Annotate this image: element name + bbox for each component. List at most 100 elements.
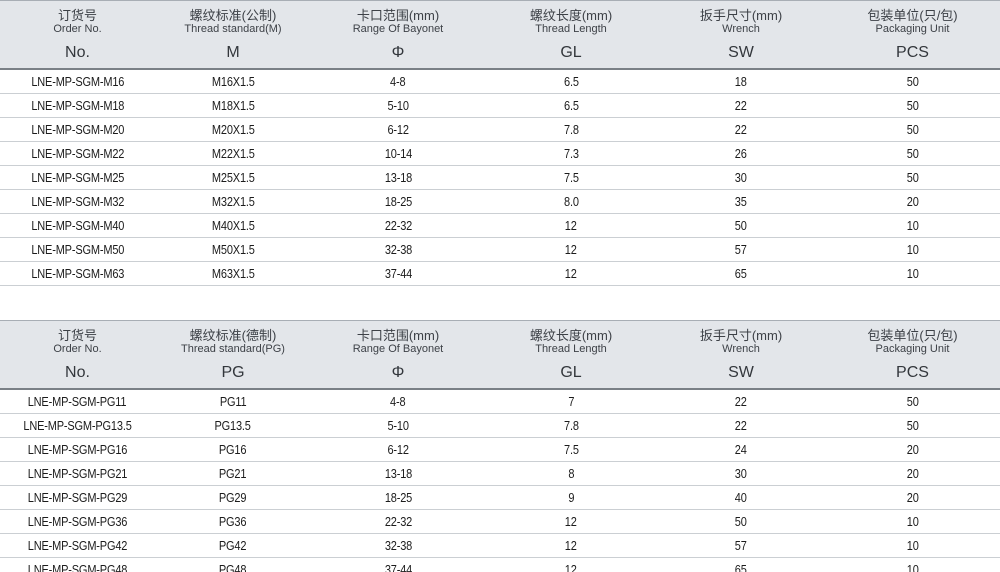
cell-no: LNE-MP-SGM-PG21 bbox=[0, 461, 155, 486]
column-code: PCS bbox=[896, 44, 929, 61]
cell-m: M20X1.5 bbox=[155, 117, 311, 142]
cell-sw: 18 bbox=[657, 69, 825, 94]
cell-value: 12 bbox=[565, 514, 577, 529]
column-title-en: Wrench bbox=[722, 23, 760, 35]
cell-value: 6-12 bbox=[387, 122, 409, 137]
table-row: LNE-MP-SGM-PG16 PG16 6-12 7.5 24 20 bbox=[0, 437, 1000, 462]
cell-value: PG29 bbox=[219, 490, 247, 505]
cell-sw: 22 bbox=[657, 413, 825, 438]
column-header-gl: 螺纹长度(mm) Thread Length GL bbox=[485, 320, 657, 390]
cell-value: PG48 bbox=[219, 562, 247, 572]
cell-m: M22X1.5 bbox=[155, 141, 311, 166]
cell-m: M50X1.5 bbox=[155, 237, 311, 262]
cell-value: 40 bbox=[735, 490, 747, 505]
column-title-en: Thread Length bbox=[535, 23, 607, 35]
cell-sw: 22 bbox=[657, 389, 825, 414]
cell-value: 32-38 bbox=[384, 242, 412, 257]
cell-value: LNE-MP-SGM-M16 bbox=[31, 74, 124, 89]
cell-no: LNE-MP-SGM-M25 bbox=[0, 165, 155, 190]
cell-value: 13-18 bbox=[384, 170, 412, 185]
cell-pg: PG16 bbox=[155, 437, 311, 462]
column-header-sw: 扳手尺寸(mm) Wrench SW bbox=[657, 320, 825, 390]
cell-no: LNE-MP-SGM-PG29 bbox=[0, 485, 155, 510]
cell-value: 7.5 bbox=[563, 170, 579, 185]
cell-pcs: 10 bbox=[825, 509, 1000, 534]
cell-value: 6.5 bbox=[563, 74, 579, 89]
cell-value: 12 bbox=[565, 538, 577, 553]
cell-no: LNE-MP-SGM-M18 bbox=[0, 93, 155, 118]
column-title-en: Order No. bbox=[53, 343, 102, 355]
cell-pg: PG36 bbox=[155, 509, 311, 534]
cell-m: M25X1.5 bbox=[155, 165, 311, 190]
cell-sw: 50 bbox=[657, 509, 825, 534]
table-row: LNE-MP-SGM-M18 M18X1.5 5-10 6.5 22 50 bbox=[0, 93, 1000, 118]
cell-value: 8 bbox=[568, 466, 574, 481]
cell-value: 57 bbox=[735, 538, 747, 553]
table-row: LNE-MP-SGM-PG11 PG11 4-8 7 22 50 bbox=[0, 389, 1000, 414]
cell-value: 7.8 bbox=[563, 122, 579, 137]
cell-sw: 22 bbox=[657, 93, 825, 118]
table-row: LNE-MP-SGM-PG21 PG21 13-18 8 30 20 bbox=[0, 461, 1000, 486]
cell-pg: PG11 bbox=[155, 389, 311, 414]
cell-value: 5-10 bbox=[387, 418, 409, 433]
cell-pcs: 10 bbox=[825, 213, 1000, 238]
cell-value: 20 bbox=[906, 466, 919, 481]
cell-gl: 9 bbox=[485, 485, 657, 510]
spec-table-metric-body: LNE-MP-SGM-M16 M16X1.5 4-8 6.5 18 50 LNE-MP-SG… bbox=[0, 69, 1000, 286]
cell-no: LNE-MP-SGM-PG42 bbox=[0, 533, 155, 558]
table-row: LNE-MP-SGM-M25 M25X1.5 13-18 7.5 30 50 bbox=[0, 165, 1000, 190]
cell-value: LNE-MP-SGM-M25 bbox=[31, 170, 124, 185]
cell-col: 10-14 bbox=[311, 141, 485, 166]
cell-gl: 8 bbox=[485, 461, 657, 486]
column-code: SW bbox=[728, 44, 754, 61]
cell-value: 22 bbox=[735, 418, 747, 433]
spec-table-pg: 订货号 Order No. No. 螺纹标准(德制) Thread standard(P… bbox=[0, 320, 1000, 572]
table-row: LNE-MP-SGM-PG29 PG29 18-25 9 40 20 bbox=[0, 485, 1000, 510]
cell-value: LNE-MP-SGM-PG11 bbox=[28, 394, 127, 409]
cell-value: 18-25 bbox=[384, 194, 412, 209]
cell-value: LNE-MP-SGM-M63 bbox=[31, 266, 124, 281]
cell-value: 4-8 bbox=[390, 394, 406, 409]
cell-value: 7.5 bbox=[563, 442, 579, 457]
column-header-col: 卡口范围(mm) Range Of Bayonet Φ bbox=[311, 320, 485, 390]
column-header-sw: 扳手尺寸(mm) Wrench SW bbox=[657, 0, 825, 70]
cell-sw: 35 bbox=[657, 189, 825, 214]
table-row: LNE-MP-SGM-PG13.5 PG13.5 5-10 7.8 22 50 bbox=[0, 413, 1000, 438]
column-title-zh: 扳手尺寸(mm) bbox=[699, 8, 783, 23]
cell-sw: 65 bbox=[657, 261, 825, 286]
cell-value: 35 bbox=[735, 194, 747, 209]
cell-no: LNE-MP-SGM-PG36 bbox=[0, 509, 155, 534]
cell-no: LNE-MP-SGM-PG16 bbox=[0, 437, 155, 462]
cell-m: M32X1.5 bbox=[155, 189, 311, 214]
table-row: LNE-MP-SGM-M22 M22X1.5 10-14 7.3 26 50 bbox=[0, 141, 1000, 166]
column-title-en: Range Of Bayonet bbox=[352, 23, 444, 35]
column-title-zh: 螺纹标准(德制) bbox=[189, 328, 277, 343]
cell-col: 5-10 bbox=[311, 93, 485, 118]
column-title-zh: 订货号 bbox=[57, 8, 97, 23]
cell-pcs: 50 bbox=[825, 69, 1000, 94]
cell-col: 37-44 bbox=[311, 557, 485, 572]
table-row: LNE-MP-SGM-PG48 PG48 37-44 12 65 10 bbox=[0, 557, 1000, 572]
spec-table-pg-body: LNE-MP-SGM-PG11 PG11 4-8 7 22 50 LNE-MP-SGM-PG… bbox=[0, 389, 1000, 572]
cell-value: PG42 bbox=[219, 538, 247, 553]
cell-value: 10 bbox=[906, 538, 919, 553]
cell-col: 13-18 bbox=[311, 461, 485, 486]
column-title-en: Packaging Unit bbox=[875, 343, 950, 355]
cell-pcs: 20 bbox=[825, 189, 1000, 214]
cell-value: LNE-MP-SGM-M18 bbox=[31, 98, 124, 113]
cell-col: 18-25 bbox=[311, 485, 485, 510]
cell-value: 10-14 bbox=[384, 146, 412, 161]
cell-value: 65 bbox=[735, 266, 747, 281]
cell-gl: 12 bbox=[485, 533, 657, 558]
column-header-pcs: 包装单位(只/包) Packaging Unit PCS bbox=[825, 0, 1000, 70]
cell-value: M32X1.5 bbox=[211, 194, 255, 209]
cell-value: 12 bbox=[565, 242, 577, 257]
cell-m: M63X1.5 bbox=[155, 261, 311, 286]
cell-value: 50 bbox=[906, 170, 919, 185]
cell-no: LNE-MP-SGM-M40 bbox=[0, 213, 155, 238]
cell-value: 6.5 bbox=[563, 98, 579, 113]
table-row: LNE-MP-SGM-M20 M20X1.5 6-12 7.8 22 50 bbox=[0, 117, 1000, 142]
table-row: LNE-MP-SGM-PG42 PG42 32-38 12 57 10 bbox=[0, 533, 1000, 558]
cell-col: 6-12 bbox=[311, 437, 485, 462]
